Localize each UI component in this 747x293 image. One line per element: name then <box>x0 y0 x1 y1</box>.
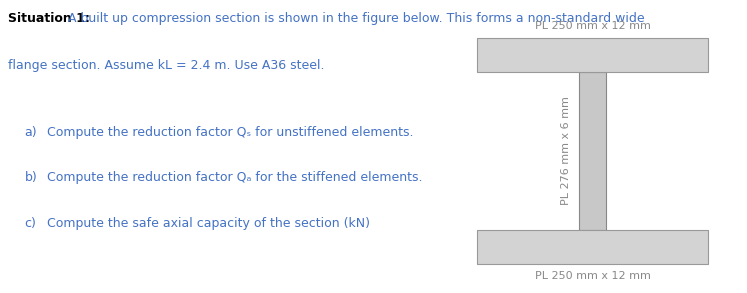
Text: a): a) <box>25 126 37 139</box>
Text: Compute the reduction factor Qₛ for unstiffened elements.: Compute the reduction factor Qₛ for unst… <box>46 126 413 139</box>
Text: Compute the reduction factor Qₐ for the stiffened elements.: Compute the reduction factor Qₐ for the … <box>46 171 422 184</box>
Text: PL 250 mm x 12 mm: PL 250 mm x 12 mm <box>535 21 651 31</box>
Text: b): b) <box>25 171 37 184</box>
Text: Situation 1:: Situation 1: <box>8 12 90 25</box>
Text: PL 276 mm x 6 mm: PL 276 mm x 6 mm <box>561 96 571 205</box>
Bar <box>579 72 607 230</box>
Text: Compute the safe axial capacity of the section (kN): Compute the safe axial capacity of the s… <box>46 217 370 230</box>
Bar <box>477 38 708 72</box>
Text: PL 250 mm x 12 mm: PL 250 mm x 12 mm <box>535 271 651 281</box>
Text: flange section. Assume kL = 2.4 m. Use A36 steel.: flange section. Assume kL = 2.4 m. Use A… <box>8 59 324 71</box>
Text: c): c) <box>25 217 37 230</box>
Bar <box>477 230 708 264</box>
Text: A built up compression section is shown in the figure below. This forms a non-st: A built up compression section is shown … <box>63 12 644 25</box>
